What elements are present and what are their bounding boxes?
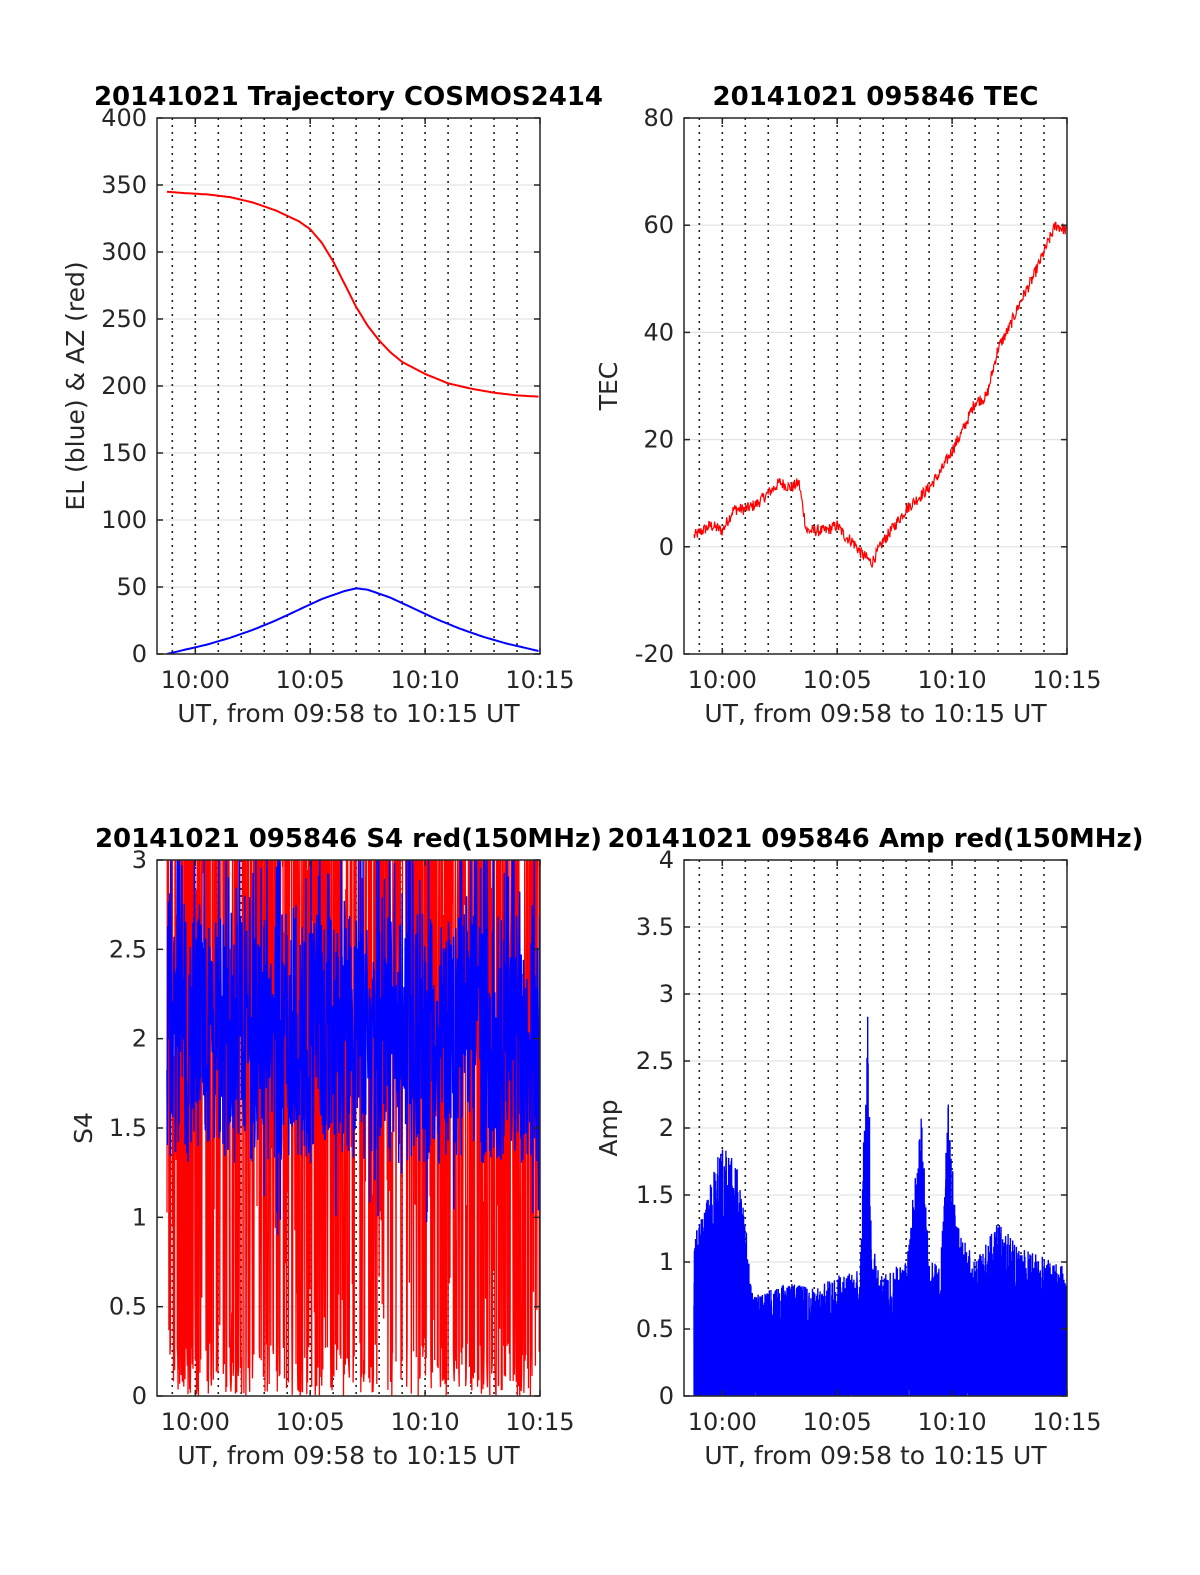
series-line-s4-blue [166, 860, 540, 1235]
x-axis-label: UT, from 09:58 to 10:15 UT [704, 1441, 1047, 1470]
y-tick-label: 150 [101, 439, 147, 467]
x-tick-label: 10:05 [803, 1408, 872, 1436]
y-tick-label: 40 [643, 318, 674, 346]
chart-3: 0 0.5 1 1.5 2 2.5 3 10:00 10:05 10:10 10:15 2014102… [69, 824, 602, 1470]
series-line-el [166, 587, 539, 654]
y-tick-label: 0 [132, 1382, 147, 1410]
x-tick-label: 10:05 [276, 1408, 345, 1436]
y-tick-label: 2 [659, 1114, 674, 1142]
y-tick-label: 400 [101, 104, 147, 132]
y-axis-label: TEC [594, 362, 623, 412]
y-tick-label: 3.5 [636, 913, 674, 941]
x-tick-label: 10:15 [505, 666, 574, 694]
y-tick-label: 4 [659, 846, 674, 874]
chart-title: 20141021 095846 Amp red(150MHz) [607, 824, 1143, 854]
x-tick-label: 10:00 [688, 666, 757, 694]
series-line-tec [693, 221, 1067, 568]
chart-1: 0 50 100 150 200 250 300 350 400 10:00 10:05 10:10 1… [61, 82, 603, 728]
y-tick-label: 100 [101, 506, 147, 534]
chart-title: 20141021 095846 S4 red(150MHz) [95, 824, 602, 854]
x-axis-label: UT, from 09:58 to 10:15 UT [177, 699, 520, 728]
y-tick-label: 2.5 [109, 935, 147, 963]
x-axis-label: UT, from 09:58 to 10:15 UT [177, 1441, 520, 1470]
y-tick-label: 20 [643, 426, 674, 454]
x-tick-label: 10:10 [391, 1408, 460, 1436]
y-tick-label: -20 [635, 640, 674, 668]
chart-4: 0 0.5 1 1.5 2 2.5 3 3.5 4 10:00 10:05 10:10 10:15 201… [594, 824, 1144, 1470]
chart-title: 20141021 095846 TEC [713, 82, 1039, 112]
y-tick-label: 1 [659, 1248, 674, 1276]
y-tick-label: 50 [116, 573, 147, 601]
chart-title: 20141021 Trajectory COSMOS2414 [94, 82, 603, 112]
y-tick-label: 0.5 [636, 1315, 674, 1343]
y-tick-label: 2 [132, 1025, 147, 1053]
y-tick-label: 60 [643, 211, 674, 239]
y-axis-label: EL (blue) & AZ (red) [61, 261, 90, 510]
x-tick-label: 10:10 [918, 1408, 987, 1436]
x-tick-label: 10:00 [161, 1408, 230, 1436]
y-tick-label: 80 [643, 104, 674, 132]
x-tick-label: 10:15 [1032, 666, 1101, 694]
y-tick-label: 1.5 [636, 1181, 674, 1209]
x-tick-label: 10:00 [688, 1408, 757, 1436]
chart-2: -20 0 20 40 60 80 10:00 10:05 10:10 10:15 20141021… [594, 82, 1102, 728]
y-tick-label: 3 [659, 980, 674, 1008]
y-tick-label: 300 [101, 238, 147, 266]
x-tick-label: 10:10 [918, 666, 987, 694]
y-axis-label: S4 [69, 1112, 98, 1144]
x-tick-label: 10:00 [161, 666, 230, 694]
series-line-az [166, 190, 539, 398]
series-line-amp [693, 1016, 1067, 1396]
x-tick-label: 10:05 [276, 666, 345, 694]
plot-data [166, 860, 540, 1396]
y-tick-label: 250 [101, 305, 147, 333]
y-tick-label: 1 [132, 1203, 147, 1231]
plot-data [693, 221, 1067, 568]
x-tick-label: 10:15 [1032, 1408, 1101, 1436]
y-tick-label: 2.5 [636, 1047, 674, 1075]
x-tick-label: 10:10 [391, 666, 460, 694]
y-tick-label: 0 [132, 640, 147, 668]
y-tick-label: 3 [132, 846, 147, 874]
x-axis-label: UT, from 09:58 to 10:15 UT [704, 699, 1047, 728]
y-axis-label: Amp [594, 1099, 623, 1156]
axes-box [683, 117, 1068, 655]
x-tick-label: 10:15 [505, 1408, 574, 1436]
plot-data [166, 190, 539, 654]
y-tick-label: 200 [101, 372, 147, 400]
y-tick-label: 350 [101, 171, 147, 199]
y-tick-label: 0.5 [109, 1293, 147, 1321]
y-tick-label: 0 [659, 1382, 674, 1410]
y-tick-label: 1.5 [109, 1114, 147, 1142]
x-tick-label: 10:05 [803, 666, 872, 694]
y-tick-label: 0 [659, 533, 674, 561]
plot-data [693, 1016, 1067, 1396]
